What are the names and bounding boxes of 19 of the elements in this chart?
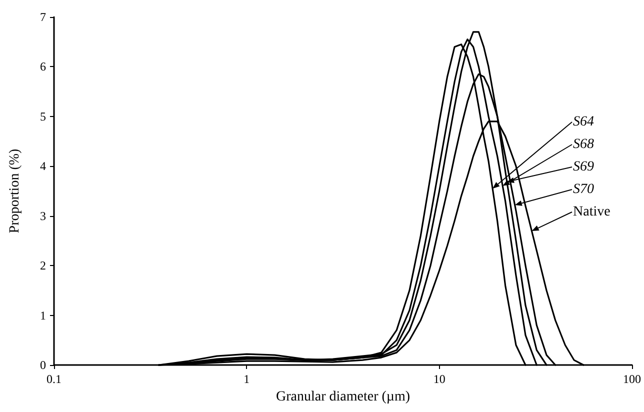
x-tick-label: 100 — [623, 372, 641, 386]
legend-label: S70 — [573, 182, 594, 197]
y-tick-label: 5 — [40, 109, 46, 124]
y-tick-label: 7 — [40, 10, 46, 24]
y-tick-label: 3 — [40, 208, 46, 223]
legend-label: Native — [573, 204, 610, 220]
y-tick-label: 0 — [40, 358, 46, 372]
y-tick-label: 6 — [40, 60, 46, 74]
text: S68 — [573, 137, 594, 152]
text: S64 — [573, 114, 594, 130]
x-axis-title: Granular diameter (µm) — [276, 389, 410, 404]
y-tick-label: 2 — [40, 258, 46, 273]
y-tick-label: 1 — [40, 308, 46, 322]
x-tick-label: 10 — [433, 372, 446, 386]
x-tick-label: 1 — [244, 372, 250, 386]
y-tick-label: 4 — [40, 159, 46, 174]
legend-label: S69 — [573, 160, 594, 174]
x-tick-label: 0.1 — [46, 372, 62, 386]
y-axis-title: Proportion (%) — [8, 148, 22, 234]
